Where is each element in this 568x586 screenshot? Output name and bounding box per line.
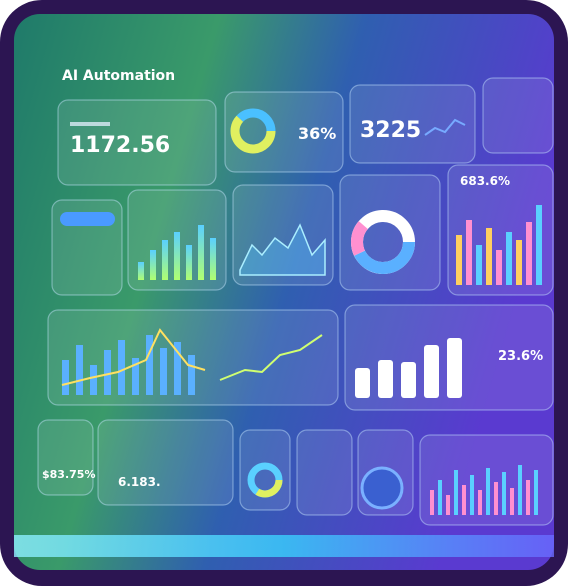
rate-value: 23.6% bbox=[498, 349, 543, 364]
donut bbox=[351, 210, 415, 274]
count-value: 3225 bbox=[360, 118, 421, 143]
panel bbox=[482, 77, 554, 154]
panel bbox=[239, 429, 291, 511]
panel bbox=[296, 429, 353, 516]
donut bbox=[230, 108, 276, 154]
button bbox=[60, 212, 115, 226]
bar-group bbox=[430, 465, 538, 515]
bar-group bbox=[456, 205, 542, 285]
donut bbox=[247, 462, 283, 498]
sparkline bbox=[424, 118, 466, 136]
gauge bbox=[360, 466, 404, 510]
revenue-value: 1172.56 bbox=[70, 133, 170, 158]
total-value: 6.183. bbox=[118, 475, 161, 489]
screen bbox=[14, 14, 554, 570]
growth-value: 683.6% bbox=[460, 174, 510, 188]
panel bbox=[57, 99, 217, 186]
panel bbox=[232, 184, 334, 286]
donut-percent: 36% bbox=[298, 124, 336, 143]
trend-line bbox=[61, 328, 206, 386]
glow-strip bbox=[14, 535, 554, 557]
panel bbox=[97, 419, 234, 506]
panel bbox=[37, 419, 94, 496]
bar-group bbox=[62, 335, 195, 395]
bar-group bbox=[355, 338, 462, 398]
dashboard-title: AI Automation bbox=[62, 68, 175, 84]
trend-line bbox=[219, 334, 323, 381]
label-bar bbox=[70, 122, 110, 126]
panel bbox=[349, 84, 476, 164]
share-value: $83.75% bbox=[42, 468, 95, 481]
bar-group bbox=[138, 225, 216, 280]
area-chart bbox=[239, 223, 326, 276]
donut bbox=[351, 210, 415, 274]
